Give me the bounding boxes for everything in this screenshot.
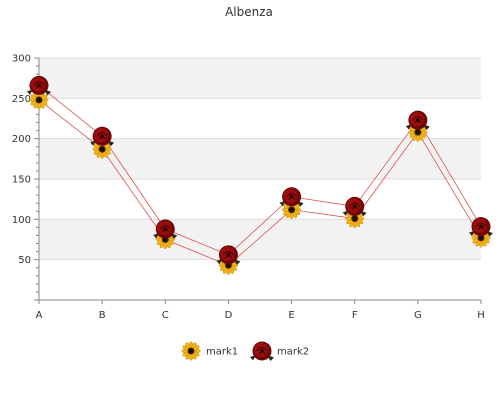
legend-sunflower-icon [181, 341, 201, 361]
y-tick-label: 50 [18, 255, 31, 266]
data-point-mark2-B [90, 126, 115, 147]
data-point-mark1-B [92, 139, 112, 159]
chart-title: Albenza [225, 5, 273, 19]
series-markers [27, 75, 493, 275]
series-line-mark1 [38, 99, 482, 266]
y-tick-label: 100 [12, 215, 31, 226]
grid-bands [39, 58, 481, 260]
series-line-mark2 [38, 85, 482, 256]
legend-item-mark1: mark1 [181, 341, 238, 361]
x-tick-label: F [352, 310, 358, 321]
grid-band [39, 58, 481, 99]
y-tick-label: 300 [12, 54, 31, 65]
legend-label: mark2 [277, 347, 309, 358]
x-tick-label: E [288, 310, 294, 321]
data-point-mark2-F [342, 196, 367, 217]
x-tick-label: H [477, 310, 485, 321]
x-tick-label: B [99, 310, 106, 321]
legend-rose-icon [250, 341, 274, 361]
series-lines [38, 85, 482, 266]
data-point-mark2-D [216, 245, 241, 265]
y-tick-label: 150 [12, 175, 31, 186]
x-axis-ticks: A B C D E F G H [36, 300, 485, 321]
x-tick-label: G [414, 310, 422, 321]
legend-label: mark1 [206, 347, 238, 358]
grid-band [39, 138, 481, 179]
data-point-mark2-C [153, 219, 178, 240]
grid-lines [39, 57, 481, 261]
x-tick-label: A [36, 310, 43, 321]
data-point-mark2-G [405, 110, 430, 131]
x-tick-label: D [225, 310, 233, 321]
legend-item-mark2: mark2 [250, 341, 309, 361]
y-tick-label: 200 [12, 134, 31, 145]
legend: mark1 mark2 [181, 341, 309, 361]
data-point-mark2-E [279, 187, 304, 207]
y-tick-label: 250 [12, 94, 31, 105]
data-point-mark2-A [27, 75, 51, 96]
x-tick-label: C [162, 310, 169, 321]
data-point-mark2-H [469, 217, 493, 237]
